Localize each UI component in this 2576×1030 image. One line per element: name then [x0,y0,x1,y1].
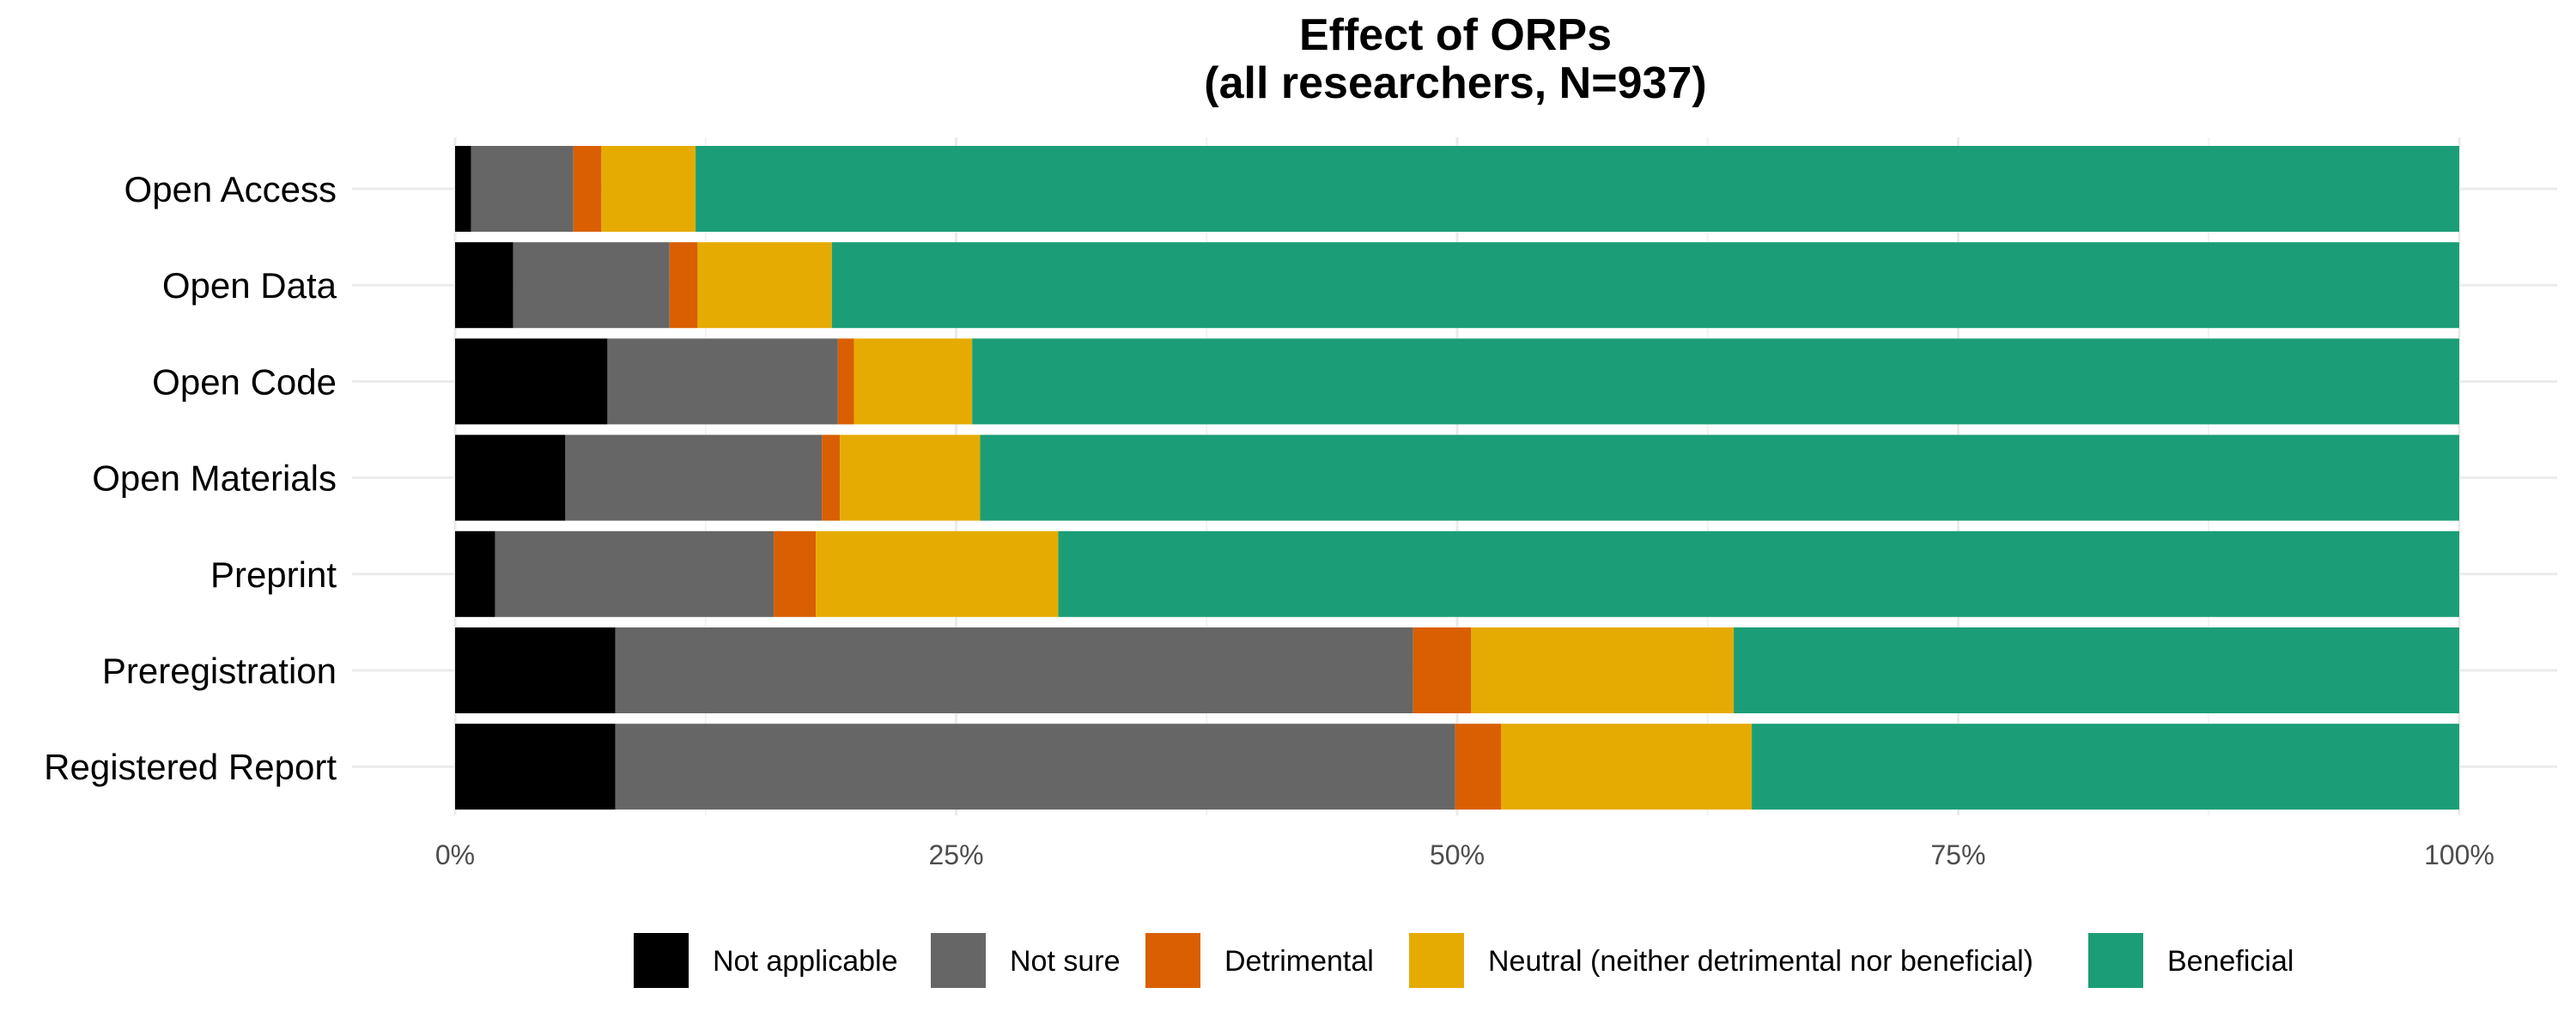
bar-segment [1471,627,1735,713]
legend-key [634,933,689,988]
category-label: Registered Report [44,747,337,787]
legend-item: Beneficial [2088,933,2293,988]
legend-label: Not applicable [713,945,897,978]
bar-segment [837,338,854,425]
bar-segment [696,146,2459,232]
bar-group [455,338,2459,425]
legend-label: Neutral (neither detrimental nor benefic… [1488,945,2033,978]
bar-segment [840,434,981,521]
bar-group [455,724,2459,810]
bar-group [455,146,2459,232]
bar-segment [1058,530,2459,617]
bar-segment [816,530,1059,617]
bar-segment [980,434,2459,521]
legend-label: Beneficial [2167,945,2293,978]
bar-segment [1752,724,2459,810]
bar-segment [455,434,566,521]
chart-title: Effect of ORPs [1299,10,1612,60]
bar-segment [455,530,495,617]
bar-segment [601,146,696,232]
bar-segment [1455,724,1502,810]
bar-segment [1413,627,1472,713]
x-tick-label: 100% [2424,839,2494,870]
bar-segment [615,627,1413,713]
legend-key [1145,933,1200,988]
bar-segment [455,627,616,713]
bar-group [455,530,2459,617]
category-label: Preprint [210,554,337,595]
bar-segment [854,338,973,425]
bar-group [455,242,2459,329]
x-tick-label: 25% [928,839,983,870]
legend-key [2088,933,2143,988]
category-label: Open Data [162,265,337,306]
bar-group [455,627,2459,713]
bar-segment [822,434,841,521]
bar-segment [455,338,608,425]
bar-segment [471,146,574,232]
legend-item: Neutral (neither detrimental nor benefic… [1409,933,2033,988]
bar-segment [697,242,832,329]
x-tick-label: 0% [435,839,475,870]
bar-segment [513,242,670,329]
bar-segment [565,434,823,521]
legend-key [1409,933,1464,988]
bar-segment [455,146,471,232]
category-label: Open Access [125,169,337,209]
legend-label: Detrimental [1224,945,1374,978]
legend-item: Not applicable [634,933,897,988]
bar-segment [455,242,513,329]
bar-segment [615,724,1455,810]
bar-segment [1501,724,1753,810]
bar-segment [972,338,2459,425]
bar-segment [455,724,616,810]
legend-key [931,933,986,988]
bar-segment [573,146,602,232]
bar-segment [607,338,838,425]
legend-item: Not sure [931,933,1121,988]
category-label: Open Code [152,361,337,402]
bar-segment [831,242,2459,329]
bars [455,146,2459,810]
legend-item: Detrimental [1145,933,1374,988]
bar-group [455,434,2459,521]
bar-segment [1734,627,2459,713]
category-label: Open Materials [92,458,337,499]
x-tick-label: 50% [1430,839,1485,870]
bar-segment [774,530,817,617]
bar-segment [669,242,698,329]
legend: Not applicable Not sure Detrimental Neutral… [634,933,2293,988]
legend-label: Not sure [1010,945,1121,978]
chart-subtitle: (all researchers, N=937) [1204,58,1706,108]
category-labels: Open Access Open Data Open Code Open Materi… [44,169,337,787]
category-label: Preregistration [102,651,337,691]
x-tick-labels: 0% 25% 50% 75% 100% [435,839,2494,870]
x-tick-label: 75% [1930,839,1985,870]
bar-segment [495,530,775,617]
